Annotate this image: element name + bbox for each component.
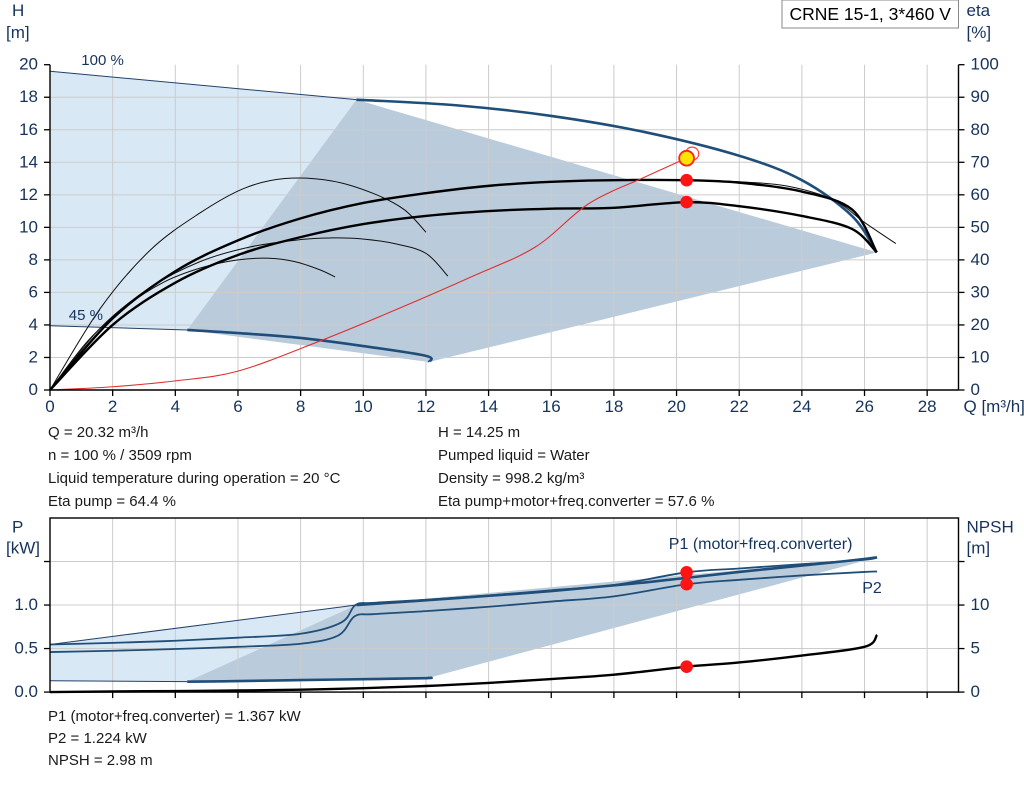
- svg-text:8: 8: [29, 250, 38, 269]
- svg-text:100: 100: [971, 55, 999, 74]
- svg-text:10: 10: [971, 347, 990, 366]
- svg-text:4: 4: [171, 397, 180, 416]
- svg-text:NPSH: NPSH: [967, 517, 1014, 536]
- svg-text:40: 40: [971, 250, 990, 269]
- svg-text:1.0: 1.0: [14, 595, 38, 614]
- svg-text:0: 0: [971, 682, 980, 701]
- svg-text:20: 20: [971, 315, 990, 334]
- svg-text:22: 22: [730, 397, 749, 416]
- svg-text:100 %: 100 %: [81, 52, 124, 69]
- svg-text:18: 18: [604, 397, 623, 416]
- svg-text:P2: P2: [862, 580, 882, 597]
- svg-text:14: 14: [479, 397, 498, 416]
- svg-text:80: 80: [971, 120, 990, 139]
- svg-text:26: 26: [855, 397, 874, 416]
- svg-text:[m]: [m]: [967, 538, 991, 557]
- svg-text:30: 30: [971, 282, 990, 301]
- svg-text:10: 10: [19, 217, 38, 236]
- svg-text:eta: eta: [967, 1, 991, 20]
- svg-text:P1 (motor+freq.converter): P1 (motor+freq.converter): [669, 536, 853, 553]
- svg-text:H: H: [12, 1, 24, 20]
- svg-text:12: 12: [19, 185, 38, 204]
- svg-text:2: 2: [29, 347, 38, 366]
- svg-text:16: 16: [19, 120, 38, 139]
- svg-text:10: 10: [354, 397, 373, 416]
- svg-text:12: 12: [416, 397, 435, 416]
- svg-text:0.5: 0.5: [14, 639, 38, 658]
- svg-text:45 %: 45 %: [69, 307, 103, 324]
- svg-text:5: 5: [971, 639, 980, 658]
- svg-text:14: 14: [19, 152, 38, 171]
- svg-text:18: 18: [19, 87, 38, 106]
- svg-text:0: 0: [45, 397, 54, 416]
- svg-text:[%]: [%]: [967, 23, 992, 42]
- svg-text:0.0: 0.0: [14, 682, 38, 701]
- svg-text:70: 70: [971, 152, 990, 171]
- svg-text:28: 28: [918, 397, 937, 416]
- svg-text:0: 0: [29, 380, 38, 399]
- svg-text:CRNE 15-1, 3*460 V: CRNE 15-1, 3*460 V: [789, 4, 951, 24]
- svg-text:16: 16: [542, 397, 561, 416]
- svg-text:90: 90: [971, 87, 990, 106]
- svg-text:20: 20: [667, 397, 686, 416]
- svg-text:24: 24: [792, 397, 811, 416]
- svg-text:[kW]: [kW]: [6, 538, 40, 557]
- svg-text:2: 2: [108, 397, 117, 416]
- svg-text:[m]: [m]: [6, 23, 30, 42]
- svg-text:10: 10: [971, 595, 990, 614]
- svg-text:Q [m³/h]: Q [m³/h]: [964, 397, 1024, 416]
- svg-text:4: 4: [29, 315, 38, 334]
- svg-text:6: 6: [29, 282, 38, 301]
- svg-text:8: 8: [296, 397, 305, 416]
- svg-text:50: 50: [971, 217, 990, 236]
- svg-text:6: 6: [233, 397, 242, 416]
- svg-text:60: 60: [971, 185, 990, 204]
- svg-text:P: P: [12, 517, 23, 536]
- svg-text:20: 20: [19, 55, 38, 74]
